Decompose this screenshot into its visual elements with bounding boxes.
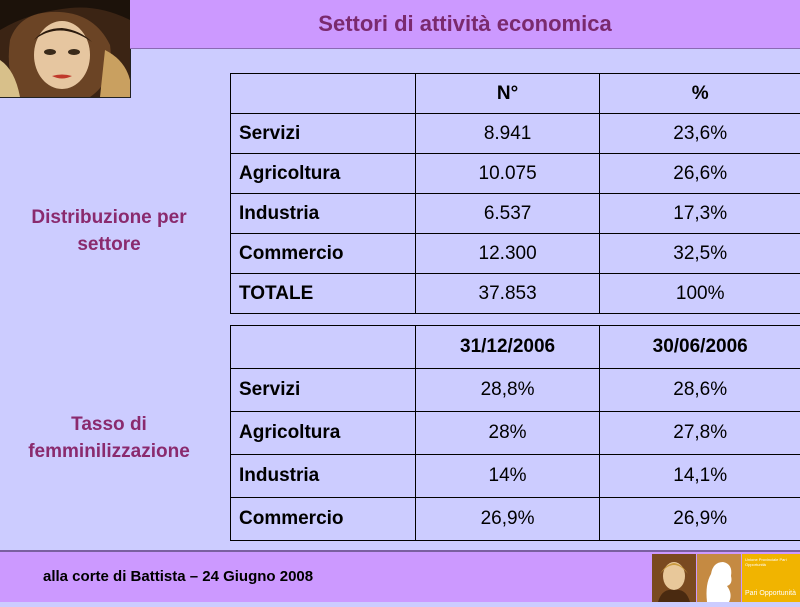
rate-cell: 28,8% bbox=[415, 369, 600, 412]
percent-cell: 17,3% bbox=[600, 194, 800, 234]
table-row: Industria 6.537 17,3% bbox=[231, 194, 800, 234]
rate-label-line1: Tasso di bbox=[0, 411, 218, 438]
percent-cell: 32,5% bbox=[600, 234, 800, 274]
footer-logo: Unione Provinciale Pari Opportunità Pari… bbox=[742, 554, 800, 602]
row-label: TOTALE bbox=[231, 274, 416, 314]
rate-cell: 26,9% bbox=[600, 498, 800, 541]
row-label: Agricoltura bbox=[231, 412, 416, 455]
rate-cell: 14% bbox=[415, 455, 600, 498]
table-row: Industria 14% 14,1% bbox=[231, 455, 800, 498]
distribution-label: Distribuzione per settore bbox=[0, 204, 218, 258]
footer-logo-subtext: Pari Opportunità bbox=[745, 590, 796, 598]
distribution-label-line1: Distribuzione per bbox=[0, 204, 218, 231]
rate-label: Tasso di femminilizzazione bbox=[0, 411, 218, 465]
rate-cell: 28% bbox=[415, 412, 600, 455]
table-row: Servizi 28,8% 28,6% bbox=[231, 369, 800, 412]
count-cell: 37.853 bbox=[415, 274, 600, 314]
footer-bar: alla corte di Battista – 24 Giugno 2008 … bbox=[0, 550, 800, 602]
rate-cell: 26,9% bbox=[415, 498, 600, 541]
title-bar: Settori di attività economica bbox=[130, 0, 800, 49]
row-label: Servizi bbox=[231, 114, 416, 154]
footer-portrait-image bbox=[652, 554, 696, 602]
row-label: Commercio bbox=[231, 234, 416, 274]
count-cell: 6.537 bbox=[415, 194, 600, 234]
percent-cell: 26,6% bbox=[600, 154, 800, 194]
row-label: Commercio bbox=[231, 498, 416, 541]
header-cell: 31/12/2006 bbox=[415, 326, 600, 369]
count-cell: 8.941 bbox=[415, 114, 600, 154]
table-row: Servizi 8.941 23,6% bbox=[231, 114, 800, 154]
footer-logo-text: Unione Provinciale Pari Opportunità bbox=[745, 557, 793, 567]
table-total-row: TOTALE 37.853 100% bbox=[231, 274, 800, 314]
page-title: Settori di attività economica bbox=[318, 11, 611, 37]
table-row: Commercio 26,9% 26,9% bbox=[231, 498, 800, 541]
count-cell: 10.075 bbox=[415, 154, 600, 194]
row-label: Industria bbox=[231, 194, 416, 234]
rate-cell: 14,1% bbox=[600, 455, 800, 498]
header-cell bbox=[231, 326, 416, 369]
rate-cell: 28,6% bbox=[600, 369, 800, 412]
table-row: Agricoltura 28% 27,8% bbox=[231, 412, 800, 455]
percent-cell: 100% bbox=[600, 274, 800, 314]
distribution-label-line2: settore bbox=[0, 231, 218, 258]
footer-text: alla corte di Battista – 24 Giugno 2008 bbox=[43, 568, 313, 585]
header-cell: 30/06/2006 bbox=[600, 326, 800, 369]
footer-silhouette-image bbox=[697, 554, 741, 602]
sector-distribution-table: N° % Servizi 8.941 23,6% Agricoltura 10.… bbox=[230, 73, 800, 314]
row-label: Servizi bbox=[231, 369, 416, 412]
rate-label-line2: femminilizzazione bbox=[0, 438, 218, 465]
table-row: Agricoltura 10.075 26,6% bbox=[231, 154, 800, 194]
row-label: Agricoltura bbox=[231, 154, 416, 194]
header-cell bbox=[231, 74, 416, 114]
table-header-row: N° % bbox=[231, 74, 800, 114]
header-cell: % bbox=[600, 74, 800, 114]
count-cell: 12.300 bbox=[415, 234, 600, 274]
table-row: Commercio 12.300 32,5% bbox=[231, 234, 800, 274]
header-cell: N° bbox=[415, 74, 600, 114]
feminization-rate-table: 31/12/2006 30/06/2006 Servizi 28,8% 28,6… bbox=[230, 325, 800, 541]
row-label: Industria bbox=[231, 455, 416, 498]
portrait-image bbox=[0, 0, 131, 98]
rate-cell: 27,8% bbox=[600, 412, 800, 455]
table-header-row: 31/12/2006 30/06/2006 bbox=[231, 326, 800, 369]
percent-cell: 23,6% bbox=[600, 114, 800, 154]
